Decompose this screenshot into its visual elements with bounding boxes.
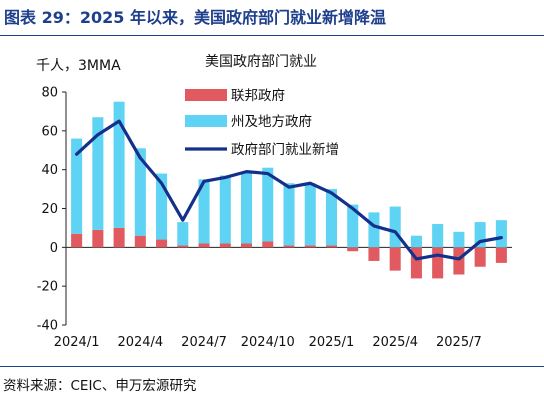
- legend-label: 州及地方政府: [231, 114, 312, 130]
- y-tick-label: 60: [41, 124, 58, 139]
- federal-bar: [347, 247, 359, 252]
- state-local-bar: [453, 231, 465, 248]
- unit-label: 千人，3MMA: [36, 58, 121, 74]
- state-local-bar: [92, 117, 104, 230]
- state-local-bar: [283, 183, 295, 246]
- state-local-bar: [325, 189, 337, 246]
- legend-swatch-state-local: [185, 115, 227, 127]
- state-local-bar: [304, 183, 316, 246]
- federal-bar: [134, 235, 146, 248]
- federal-bar: [453, 247, 465, 275]
- state-local-bar: [241, 171, 253, 244]
- federal-bar: [283, 245, 295, 248]
- y-tick-label: 40: [41, 163, 58, 178]
- federal-bar: [325, 245, 337, 248]
- state-local-bar: [71, 138, 83, 234]
- federal-bar: [177, 245, 189, 248]
- legend-label: 联邦政府: [231, 88, 285, 104]
- federal-bar: [219, 243, 231, 248]
- federal-bar: [92, 229, 104, 248]
- state-local-bar: [474, 222, 486, 248]
- x-tick-label: 2024/7: [181, 335, 227, 350]
- chart-title: 美国政府部门就业: [205, 54, 317, 70]
- state-local-bar: [177, 222, 189, 246]
- source-divider: [0, 366, 544, 367]
- x-tick-label: 2025/1: [309, 335, 355, 350]
- federal-bar: [474, 247, 486, 267]
- state-local-bar: [347, 204, 359, 248]
- x-tick-label: 2025/7: [436, 335, 482, 350]
- figure-title: 图表 29：2025 年以来，美国政府部门就业新增降温: [4, 8, 386, 27]
- state-local-bar: [113, 101, 125, 228]
- source-note: 资料来源：CEIC、申万宏源研究: [3, 378, 197, 394]
- legend-label: 政府部门就业新增: [231, 142, 339, 158]
- federal-bar: [368, 247, 380, 261]
- federal-bar: [389, 247, 401, 271]
- state-local-bar: [262, 167, 274, 242]
- y-tick-label: 80: [41, 86, 58, 101]
- state-local-bar: [156, 173, 168, 240]
- chart: -40 -20 0 20 40 60 80 2024/1 2024/4 2024/7 2024/10…: [36, 54, 512, 350]
- state-local-bar: [134, 148, 146, 236]
- axis-layer: -40 -20 0 20 40 60 80 2024/1 2024/4 2024/7 2024/10…: [37, 86, 512, 350]
- y-tick-label: -40: [37, 319, 58, 334]
- state-local-bar: [410, 235, 422, 248]
- state-local-bar: [495, 220, 507, 248]
- state-local-bar: [219, 175, 231, 244]
- x-tick-label: 2025/4: [372, 335, 418, 350]
- federal-bar: [304, 245, 316, 248]
- federal-bar: [71, 233, 83, 248]
- state-local-bar: [432, 224, 444, 248]
- y-tick-label: 20: [41, 202, 58, 217]
- legend-swatch-federal: [185, 89, 227, 101]
- title-divider: [0, 35, 544, 36]
- federal-bar: [156, 239, 168, 248]
- federal-bar: [241, 243, 253, 248]
- federal-bar: [262, 241, 274, 248]
- line-layer: [75, 119, 503, 261]
- federal-bar: [198, 243, 210, 248]
- federal-bar: [495, 247, 507, 263]
- federal-bar: [410, 247, 422, 279]
- federal-bar: [432, 247, 444, 279]
- bars-layer: [71, 101, 507, 279]
- federal-bar: [113, 227, 125, 248]
- state-local-bar: [198, 179, 210, 244]
- x-tick-label: 2024/1: [54, 335, 100, 350]
- state-local-bar: [389, 206, 401, 248]
- x-tick-label: 2024/10: [241, 335, 295, 350]
- x-tick-label: 2024/4: [117, 335, 163, 350]
- state-local-bar: [368, 212, 380, 248]
- y-tick-label: 0: [50, 241, 58, 256]
- y-tick-label: -20: [37, 280, 58, 295]
